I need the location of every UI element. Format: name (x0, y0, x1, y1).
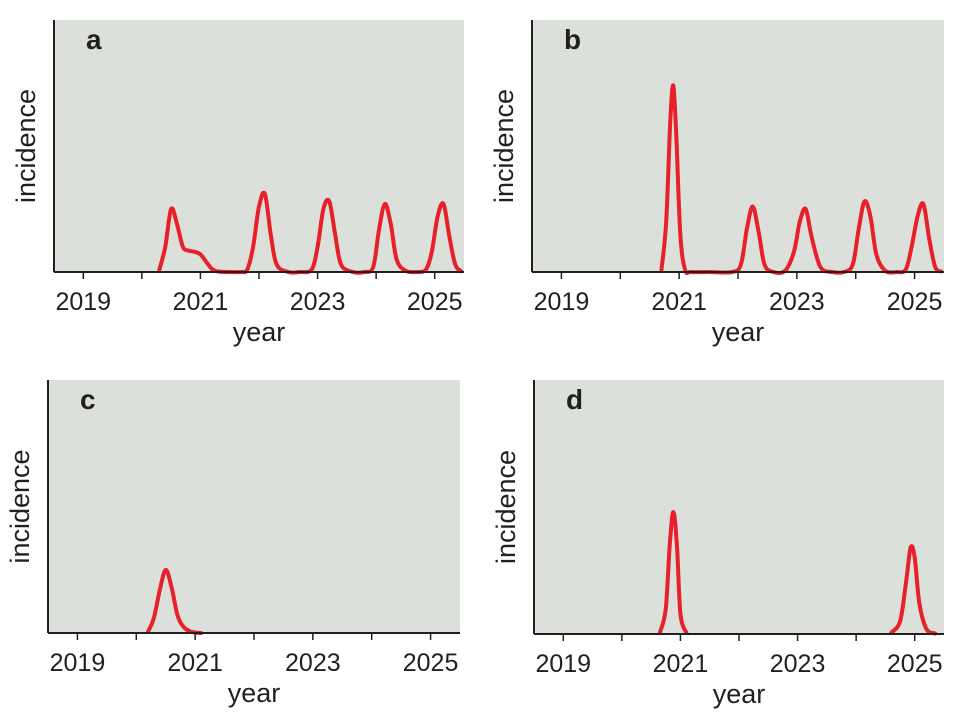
y-axis-title: incidence (491, 450, 521, 564)
plot-area (54, 20, 464, 272)
incidence-curve-1 (146, 567, 203, 635)
x-axis-title: year (713, 679, 766, 709)
x-tick-label: 2019 (535, 650, 591, 678)
x-tick-label: 2019 (50, 649, 106, 677)
x-tick-label: 2023 (285, 649, 341, 677)
y-axis-title: incidence (11, 89, 41, 203)
incidence-curve-2 (889, 544, 938, 636)
x-tick-label: 2025 (407, 288, 463, 316)
panel-letter: b (564, 24, 581, 55)
x-tick-label: 2025 (887, 650, 943, 678)
incidence-curve-1 (657, 510, 689, 635)
panel-c: 2019 2021 2023 2025 year incidence c (5, 380, 460, 708)
x-tick-label: 2021 (653, 650, 709, 678)
panel-letter: a (86, 24, 102, 55)
plot-area (534, 380, 944, 634)
panel-b: 2019 2021 2023 2025 year incidence b (489, 20, 944, 347)
x-tick-label: 2025 (403, 649, 459, 677)
x-tick-label: 2021 (167, 649, 223, 677)
panel-letter: c (80, 384, 96, 415)
x-tick-label: 2021 (651, 288, 707, 316)
x-tick-label: 2025 (887, 288, 943, 316)
x-tick-label: 2023 (770, 650, 826, 678)
x-axis-title: year (228, 678, 281, 708)
panel-letter: d (566, 384, 583, 415)
x-axis-title: year (712, 317, 765, 347)
panel-a: 2019 2021 2023 2025 year incidence a (11, 20, 464, 347)
x-tick-label: 2019 (534, 288, 590, 316)
x-tick-label: 2023 (769, 288, 825, 316)
y-axis-title: incidence (5, 449, 35, 563)
x-tick-label: 2019 (55, 288, 111, 316)
panel-d: 2019 2021 2023 2025 year incidence d (491, 380, 944, 709)
plot-area (48, 380, 460, 633)
y-axis-title: incidence (489, 89, 519, 203)
x-tick-label: 2023 (290, 288, 346, 316)
x-tick-label: 2021 (173, 288, 229, 316)
x-axis-title: year (233, 317, 286, 347)
plot-area (532, 20, 944, 272)
